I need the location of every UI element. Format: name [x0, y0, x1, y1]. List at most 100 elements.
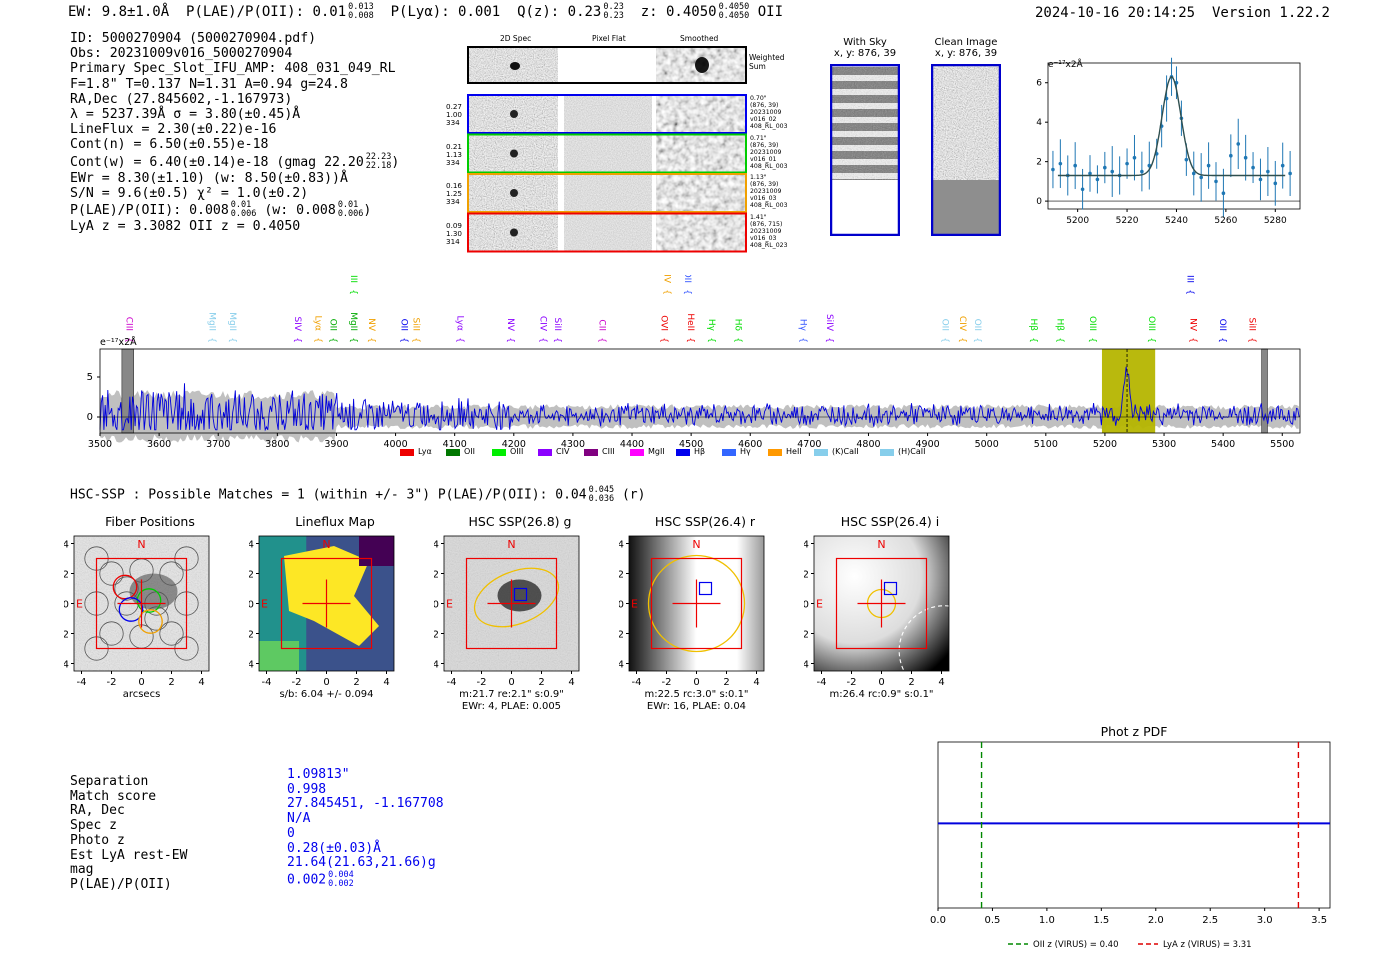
line-id-brace: {: [537, 337, 547, 343]
line-id-brace: {: [1146, 337, 1156, 343]
east-label: E: [76, 598, 83, 611]
fit-point: [1095, 177, 1100, 182]
fit-xtick-label: 5220: [1116, 216, 1139, 226]
stamp-ytick-label: -2: [64, 630, 69, 641]
fiber-circle: [99, 561, 124, 586]
north-label: N: [507, 538, 515, 551]
info-contn: Cont(n) = 6.50(±0.55)e-18: [70, 137, 269, 153]
lineflux-peak: [284, 546, 379, 646]
line-id-Hγ: {Hγ: [797, 319, 807, 343]
weighted-sum-row: [467, 46, 747, 84]
spectrum-xtick-label: 3700: [206, 439, 230, 450]
info-lambda: λ = 5237.39Å σ = 3.80(±0.45)Å: [70, 107, 301, 123]
line-id-brace: {: [398, 337, 408, 343]
line-id-label: OII: [682, 275, 692, 283]
cutout-left-label-0: 0.27 1.00 334: [446, 102, 463, 127]
stamp-xtick-label: 0: [508, 677, 514, 688]
line-id-label: Hδ: [732, 319, 742, 332]
north-label: N: [877, 538, 885, 551]
stamp-xtick-label: 0: [693, 677, 699, 688]
stamp-ytick-label: 2: [804, 570, 809, 581]
line-id-label: OIII: [348, 275, 358, 283]
fiber-circle: [144, 606, 169, 631]
line-id-brace: {: [596, 337, 606, 343]
line-id-brace: {: [797, 337, 807, 343]
spectrum-xtick-label: 4000: [383, 439, 407, 450]
line-id-Hγ: {Hγ: [706, 319, 716, 343]
photz-title: Phot z PDF: [1101, 724, 1168, 739]
stamp-footer-1: s/b: 6.04 +/- 0.094: [279, 689, 373, 700]
line-id-Hβ: {Hβ: [1028, 318, 1038, 343]
stamp-ytick-label: 4: [804, 540, 809, 551]
stamp-svg: N E -4 -4 -2 -2 0 0 2 2 4 4 s/b: 6.04 +/- 0.094: [249, 535, 395, 700]
line-id-label: Lyα: [313, 316, 323, 332]
line-id-Lyα: {Lyα: [313, 316, 323, 343]
line-id-brace: {: [327, 337, 337, 343]
line-id-SIV: {SIV: [292, 316, 302, 343]
line-id-CII: { CII: [596, 319, 606, 343]
info-plae: P(LAE)/P(OII): 0.008 0.01 0.006 (w: 0.008 0…: [70, 200, 372, 220]
stamp-ytick-label: -2: [619, 630, 624, 641]
stamp-xtick-label: 2: [538, 677, 544, 688]
stamp-ytick-label: -4: [249, 660, 254, 671]
line-id-Hδ: { Hδ: [732, 319, 742, 343]
stamp-xtick-label: 4: [568, 677, 574, 688]
search-box: [465, 557, 558, 650]
spectrum-xtick-label: 3900: [324, 439, 348, 450]
photz-xtick-label: 2.5: [1202, 915, 1218, 926]
match-label: Match score: [70, 788, 157, 804]
legend-label: Hβ: [694, 447, 706, 456]
fit-point: [1258, 177, 1263, 182]
line-id-label: OVI: [659, 315, 669, 331]
line-id-label: SiIV: [661, 275, 671, 284]
line-id-brace: {: [706, 337, 716, 343]
legend-swatch: [880, 449, 894, 456]
fit-xtick-label: 5280: [1264, 216, 1287, 226]
line-id-brace: {: [124, 337, 134, 343]
line-id-Lyα: {Lyα: [455, 316, 465, 343]
fit-point: [1214, 179, 1218, 184]
photz-xtick-label: 1.5: [1093, 915, 1109, 926]
info-obs: Obs: 20231009v016_5000270904: [70, 46, 293, 62]
lineflux-region2: [259, 641, 299, 671]
fit-point: [1140, 169, 1144, 174]
fit-point: [1199, 175, 1203, 180]
line-id-label: SiIV: [824, 314, 834, 332]
stamp-title: HSC SSP(26.8) g: [468, 514, 572, 529]
stamp-xtick-label: 4: [938, 677, 944, 688]
fiber-green: [136, 588, 162, 613]
stamp-xtick-label: 0: [323, 677, 329, 688]
cutout-smooth-0: [656, 95, 746, 133]
line-id-brace: {: [732, 337, 742, 343]
spectrum-xtick-label: 4800: [856, 439, 880, 450]
line-id-OIII: {OIII: [348, 268, 358, 295]
fit-ytick-label: 6: [1036, 79, 1042, 89]
stamp-xtick-label: 0: [138, 677, 144, 688]
stamp-svg: N E -4 -4 -2 -2 0 0 2 2 4 4 m:26.4 rc:0.9" s:0.1": [804, 535, 950, 700]
info-sn: S/N = 9.6(±0.5) χ² = 1.0(±0.2): [70, 185, 309, 201]
qz-value: Q(z): 0.23: [517, 4, 602, 20]
photz-frame: [937, 741, 1331, 909]
with-sky-title: With Sky x, y: 876, 39: [833, 37, 897, 59]
line-id-OII: {OII: [1217, 319, 1227, 343]
info-lya: LyA z = 3.3082 OII z = 0.4050: [70, 219, 301, 235]
line-id-CIV: {CIV: [957, 316, 967, 343]
line-id-brace: {: [661, 289, 671, 295]
line-id-brace: {: [1087, 337, 1097, 343]
photz-xtick-label: 2.0: [1148, 915, 1164, 926]
plya-value: P(Lyα): 0.001: [390, 4, 501, 20]
info-params: F=1.8" T=0.137 N=1.31 A=0.94 g=24.8: [70, 76, 348, 92]
fit-point: [1058, 161, 1063, 166]
legend-label: HeII: [786, 447, 802, 456]
line-id-label: CII: [596, 319, 606, 331]
photz-xtick-label: 1.0: [1039, 915, 1055, 926]
legend-label: OII: [464, 447, 476, 456]
stamp-xtick-label: 2: [723, 677, 729, 688]
search-box: [280, 557, 373, 650]
fit-frame: [1047, 62, 1301, 210]
line-id-brace: {: [682, 289, 692, 295]
fiber-orange: [138, 609, 163, 634]
legend-label: MgII: [648, 447, 665, 456]
line-id-brace: {: [505, 337, 515, 343]
stamp-xtick-label: -4: [262, 677, 272, 688]
